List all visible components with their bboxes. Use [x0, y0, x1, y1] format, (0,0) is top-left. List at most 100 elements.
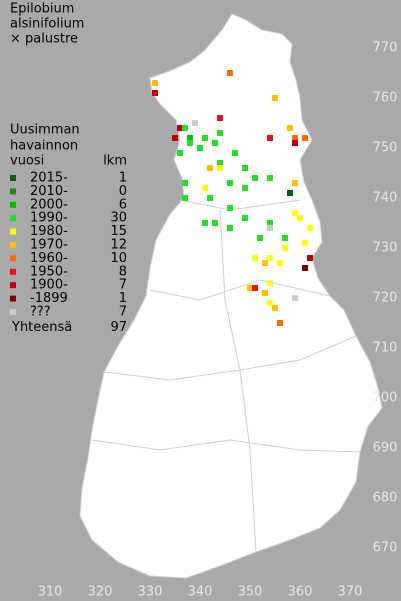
- legend: Uusimman havainnon vuosi lkm 2015- 12010-…: [10, 123, 127, 335]
- observation-square: [267, 220, 273, 226]
- observation-square: [187, 140, 193, 146]
- observation-square: [292, 210, 298, 216]
- observation-square: [257, 235, 263, 241]
- y-tick-label: 710: [373, 341, 398, 356]
- observation-square: [177, 125, 183, 131]
- legend-label: ???: [30, 305, 51, 320]
- legend-label: 1900-: [30, 278, 68, 293]
- observation-square: [272, 95, 278, 101]
- title-line: alsinifolium: [10, 17, 84, 32]
- observation-square: [292, 295, 298, 301]
- observation-square: [307, 255, 313, 261]
- observation-square: [202, 135, 208, 141]
- observation-square: [267, 300, 273, 306]
- legend-count: 30: [110, 211, 127, 226]
- legend-total: 97: [110, 320, 127, 335]
- observation-square: [267, 280, 273, 286]
- observation-square: [307, 225, 313, 231]
- observation-square: [187, 135, 193, 141]
- legend-label: 1960-: [30, 251, 68, 266]
- legend-label: 2015-: [30, 171, 68, 186]
- observation-square: [212, 220, 218, 226]
- observation-square: [192, 120, 198, 126]
- legend-heading: Uusimman: [10, 123, 80, 138]
- observations: [152, 70, 313, 326]
- observation-square: [202, 185, 208, 191]
- legend-label: 1970-: [30, 238, 68, 253]
- observation-square: [252, 175, 258, 181]
- y-tick-label: 670: [373, 541, 398, 556]
- observation-square: [227, 205, 233, 211]
- legend-count: 0: [119, 184, 127, 199]
- legend-label: 2000-: [30, 197, 68, 212]
- title-line: × palustre: [10, 32, 78, 47]
- observation-square: [182, 125, 188, 131]
- legend-count: 6: [119, 197, 127, 212]
- x-tick-label: 320: [88, 585, 113, 600]
- legend-label: 1950-: [30, 264, 68, 279]
- legend-swatch: [10, 201, 16, 208]
- observation-square: [177, 150, 183, 156]
- legend-count: 10: [110, 251, 127, 266]
- observation-square: [242, 165, 248, 171]
- observation-square: [217, 160, 223, 166]
- observation-square: [252, 255, 258, 261]
- observation-square: [292, 135, 298, 141]
- title: Epilobium alsinifolium × palustre: [10, 2, 84, 47]
- observation-square: [277, 260, 283, 266]
- y-tick-label: 690: [373, 441, 398, 456]
- legend-swatch: [10, 242, 16, 248]
- observation-square: [207, 165, 213, 171]
- y-tick-label: 730: [373, 241, 398, 256]
- legend-swatch: [10, 255, 16, 262]
- y-tick-label: 770: [373, 41, 398, 56]
- observation-square: [262, 260, 268, 266]
- observation-square: [152, 90, 158, 96]
- observation-square: [302, 240, 308, 246]
- legend-heading: havainnon: [10, 139, 78, 154]
- observation-square: [302, 135, 308, 141]
- observation-square: [262, 290, 268, 296]
- x-tick-label: 370: [338, 585, 363, 600]
- observation-square: [227, 225, 233, 231]
- observation-square: [217, 165, 223, 171]
- legend-period-header: vuosi: [10, 154, 44, 169]
- legend-label: 1990-: [30, 211, 68, 226]
- observation-square: [227, 180, 233, 186]
- legend-swatch: [10, 188, 16, 195]
- x-tick-label: 340: [188, 585, 213, 600]
- observation-square: [277, 320, 283, 326]
- observation-square: [202, 220, 208, 226]
- observation-square: [267, 175, 273, 181]
- observation-square: [267, 255, 273, 261]
- legend-count: 7: [119, 278, 127, 293]
- observation-square: [242, 215, 248, 221]
- legend-swatch: [10, 309, 16, 315]
- legend-swatch: [10, 228, 16, 235]
- observation-square: [172, 135, 178, 141]
- legend-swatch: [10, 268, 16, 275]
- observation-square: [242, 185, 248, 191]
- observation-square: [182, 180, 188, 186]
- legend-count: 1: [119, 291, 127, 306]
- legend-count: 15: [110, 224, 127, 239]
- observation-square: [292, 180, 298, 186]
- legend-swatch: [10, 175, 16, 181]
- legend-swatch: [10, 295, 16, 302]
- y-tick-label: 720: [373, 291, 398, 306]
- observation-square: [272, 305, 278, 311]
- x-tick-label: 310: [38, 585, 63, 600]
- observation-square: [287, 190, 293, 196]
- observation-square: [182, 195, 188, 201]
- observation-square: [302, 265, 308, 271]
- observation-square: [217, 115, 223, 121]
- observation-square: [152, 80, 158, 86]
- x-tick-label: 360: [288, 585, 313, 600]
- observation-square: [232, 150, 238, 156]
- y-tick-label: 750: [373, 141, 398, 156]
- observation-square: [292, 140, 298, 146]
- legend-count: 8: [119, 264, 127, 279]
- legend-total-label: Yhteensä: [11, 320, 72, 335]
